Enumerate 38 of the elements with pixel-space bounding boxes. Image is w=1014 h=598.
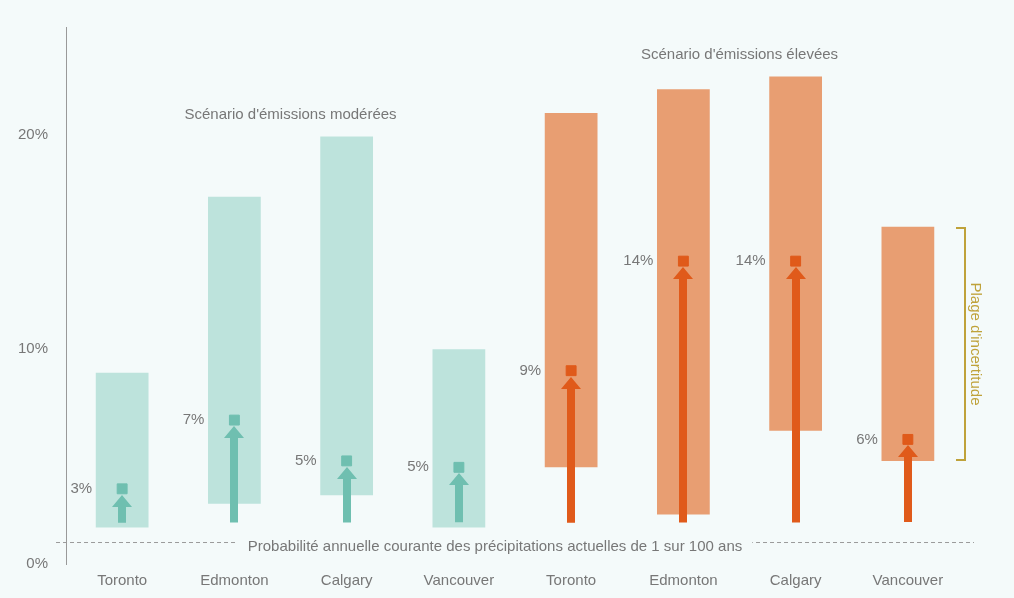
y-tick-label: 20% bbox=[17, 124, 49, 142]
data-label: 14% bbox=[735, 251, 766, 269]
series-label: Scénario d'émissions élevées bbox=[640, 44, 839, 62]
data-label: 6% bbox=[856, 429, 878, 447]
x-tick-label: Vancouver bbox=[423, 571, 495, 589]
data-label: 5% bbox=[407, 457, 429, 475]
annotation: Plage d'incertitude bbox=[967, 282, 985, 406]
bar bbox=[769, 76, 823, 431]
data-label: 3% bbox=[70, 478, 93, 496]
point bbox=[677, 255, 689, 267]
data-label: 9% bbox=[519, 360, 542, 378]
x-tick-label: Toronto bbox=[546, 571, 597, 589]
y-tick-label: 0% bbox=[26, 554, 49, 572]
x-tick-label: Calgary bbox=[769, 571, 822, 589]
data-label: 7% bbox=[182, 410, 205, 428]
x-tick-label: Edmonton bbox=[649, 571, 718, 589]
bar bbox=[95, 372, 149, 528]
point bbox=[565, 365, 577, 377]
bar bbox=[320, 136, 374, 496]
bar bbox=[544, 112, 598, 468]
point bbox=[902, 433, 914, 445]
bar bbox=[432, 349, 486, 528]
x-tick-label: Edmonton bbox=[200, 571, 269, 589]
point bbox=[453, 461, 465, 473]
y-tick-label: 10% bbox=[17, 339, 49, 357]
point bbox=[790, 255, 802, 267]
data-label: 14% bbox=[623, 251, 654, 269]
point bbox=[228, 414, 240, 426]
bar bbox=[208, 196, 261, 504]
x-tick-label: Vancouver bbox=[872, 571, 944, 589]
x-tick-label: Toronto bbox=[97, 571, 148, 589]
bar bbox=[881, 226, 935, 461]
point bbox=[341, 455, 353, 467]
x-tick-label: Calgary bbox=[320, 571, 373, 589]
ref-line-label: Probabilité annuelle courante des précipitations actuelles de 1 sur 100 ans bbox=[247, 536, 743, 554]
series-label: Scénario d'émissions modérées bbox=[184, 104, 397, 122]
point bbox=[116, 483, 128, 495]
data-label: 5% bbox=[294, 451, 317, 469]
